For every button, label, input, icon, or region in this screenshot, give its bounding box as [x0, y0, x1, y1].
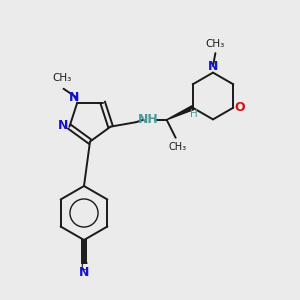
- Text: NH: NH: [138, 113, 159, 126]
- Text: N: N: [69, 91, 80, 103]
- Text: CH₃: CH₃: [168, 142, 186, 152]
- Polygon shape: [167, 106, 194, 120]
- Text: N: N: [208, 59, 218, 73]
- Text: H: H: [190, 109, 198, 119]
- Text: CH₃: CH₃: [52, 73, 72, 83]
- Text: O: O: [235, 101, 245, 114]
- Text: N: N: [58, 119, 68, 132]
- Text: C: C: [80, 262, 88, 272]
- Text: N: N: [79, 266, 89, 280]
- Text: CH₃: CH₃: [206, 39, 225, 49]
